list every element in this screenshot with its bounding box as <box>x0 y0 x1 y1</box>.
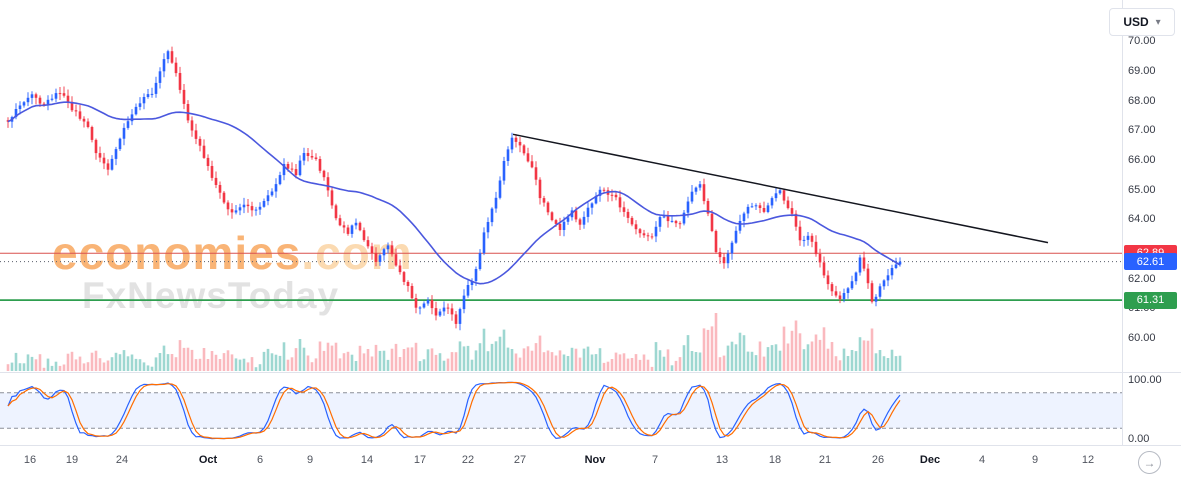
y-axis-tick-label: 66.00 <box>1128 154 1156 166</box>
x-axis-tick-label: 4 <box>978 454 986 466</box>
y-axis-tick-label: 67.00 <box>1128 124 1156 137</box>
x-axis-tick-label: 9 <box>1031 454 1039 466</box>
y-axis-tick-label: 60.00 <box>1128 332 1156 345</box>
x-axis-tick-label: 21 <box>818 454 832 466</box>
x-axis-tick-label: 24 <box>115 454 129 466</box>
right-arrow-icon: → <box>1143 455 1156 470</box>
oscillator-tick-label: 100.00 <box>1128 374 1162 386</box>
y-axis-tick-label: 64.00 <box>1128 213 1156 226</box>
y-axis-tick-label: 62.00 <box>1128 272 1156 285</box>
x-axis-tick-label: 26 <box>871 454 885 466</box>
y-axis-tick-label: 65.00 <box>1128 183 1156 196</box>
y-axis-tick-label: 68.00 <box>1128 94 1156 107</box>
x-axis-tick-label: 6 <box>256 454 264 466</box>
price-level-badge-last-price: 62.61 <box>1124 253 1177 271</box>
currency-selector-label: USD <box>1123 15 1149 29</box>
x-axis-tick-label: 16 <box>23 454 37 466</box>
oscillator-tick-label: 0.00 <box>1128 433 1150 445</box>
y-axis-tick-label: 70.00 <box>1128 35 1156 48</box>
x-axis-tick-label: 12 <box>1081 454 1095 466</box>
x-axis-tick-label: Nov <box>584 454 606 466</box>
currency-selector-button[interactable]: USD ▾ <box>1109 8 1175 36</box>
x-axis-tick-label: 27 <box>513 454 527 466</box>
x-axis-tick-label: 13 <box>715 454 729 466</box>
x-axis-tick-label: Dec <box>919 454 941 466</box>
x-axis-tick-label: 22 <box>461 454 475 466</box>
jump-to-latest-button[interactable]: → <box>1138 451 1161 474</box>
x-axis-tick-label: 14 <box>360 454 374 466</box>
time-axis[interactable]: 16 19 24 Oct 6 9 14 17 22 27 Nov 7 13 18 21 26 Dec 4 9 12 <box>0 445 1181 477</box>
x-axis-tick-label: 18 <box>768 454 782 466</box>
x-axis-tick-label: 19 <box>65 454 79 466</box>
chevron-down-icon: ▾ <box>1155 16 1161 28</box>
y-axis-tick-label: 69.00 <box>1128 65 1156 77</box>
x-axis-tick-label: Oct <box>198 454 218 466</box>
price-level-badge-support: 61.31 <box>1124 291 1177 309</box>
price-axis[interactable]: 70.00 69.00 68.00 67.00 66.00 65.00 64.00 62.00… <box>1122 0 1181 445</box>
x-axis-tick-label: 7 <box>651 454 659 466</box>
x-axis-tick-label: 17 <box>413 454 427 466</box>
x-axis-tick-label: 9 <box>306 454 314 466</box>
